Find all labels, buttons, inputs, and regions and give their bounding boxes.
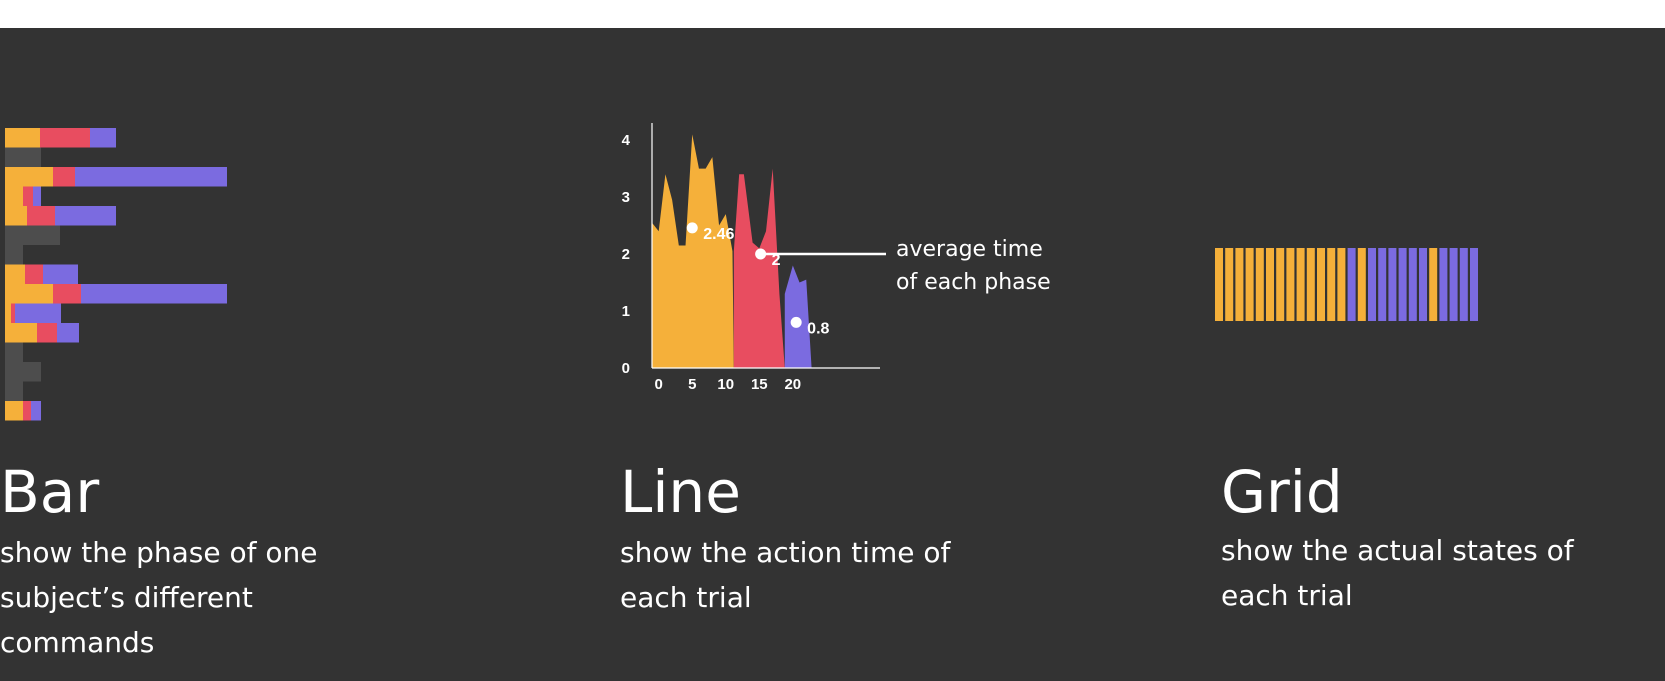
grid-cell-yellow	[1337, 248, 1346, 321]
area-series-purple	[784, 265, 812, 368]
bar-segment-gray	[5, 362, 41, 382]
average-label: 0.8	[807, 320, 829, 337]
bar-segment-gray	[5, 342, 23, 362]
x-tick-label: 5	[688, 376, 696, 393]
bar-segment-yellow	[5, 323, 37, 343]
grid-desc-line: show the actual states of	[1221, 534, 1574, 567]
y-tick-label: 3	[622, 189, 630, 206]
bar-segment-yellow	[5, 284, 53, 304]
bar-segment-red	[23, 401, 31, 421]
bar-segment-red	[11, 303, 15, 323]
x-tick-label: 20	[784, 376, 801, 393]
callout-label: average time	[896, 237, 1043, 262]
line-desc-line: each trial	[620, 581, 752, 614]
line-chart: 0 1 2 3 4 0 5 10 15 20 2.46 2 0.8 average time of each…	[622, 123, 1051, 393]
y-tick-label: 4	[622, 132, 631, 149]
bar-segment-gray	[5, 381, 23, 401]
grid-cell-yellow	[1286, 248, 1295, 321]
bar-segment-purple	[43, 264, 78, 284]
bar-description: show the phase of one subject’s differen…	[0, 530, 318, 665]
bar-segment-gray	[5, 147, 41, 167]
grid-cell-yellow	[1266, 248, 1274, 321]
line-title: Line	[620, 458, 741, 526]
bar-segment-purple	[15, 303, 61, 323]
x-tick-label: 15	[751, 376, 768, 393]
grid-cell-yellow	[1215, 248, 1223, 321]
bar-segment-red	[40, 128, 90, 148]
grid-cell-yellow	[1357, 248, 1366, 321]
average-label: 2.46	[703, 226, 734, 243]
bar-segment-red	[23, 186, 33, 206]
bar-segment-red	[27, 206, 55, 226]
grid-cell-purple	[1470, 248, 1478, 321]
grid-cell-purple	[1449, 248, 1458, 321]
bar-segment-yellow	[5, 206, 27, 226]
y-tick-label: 0	[622, 360, 630, 377]
area-series-red	[733, 168, 785, 368]
bar-segment-gray	[5, 225, 60, 245]
grid-cell-yellow	[1317, 248, 1325, 321]
bar-segment-red	[25, 264, 43, 284]
bar-desc-line: subject’s different	[0, 581, 253, 614]
bar-segment-red	[53, 284, 81, 304]
average-point	[790, 316, 802, 328]
bar-chart	[5, 128, 227, 421]
grid-cell-yellow	[1429, 248, 1438, 321]
grid-cell-yellow	[1225, 248, 1234, 321]
grid-cell-purple	[1419, 248, 1427, 321]
bar-segment-purple	[31, 401, 41, 421]
grid-cell-purple	[1368, 248, 1376, 321]
bar-segment-purple	[33, 186, 41, 206]
bar-segment-purple	[57, 323, 79, 343]
bar-segment-yellow	[5, 401, 23, 421]
callout-label: of each phase	[896, 270, 1051, 295]
y-tick-label: 1	[622, 303, 630, 320]
average-label: 2	[772, 252, 781, 269]
grid-cell-yellow	[1327, 248, 1336, 321]
grid-cell-purple	[1347, 248, 1356, 321]
x-tick-label: 0	[655, 376, 663, 393]
grid-chart	[1215, 248, 1478, 321]
bar-segment-red	[37, 323, 57, 343]
grid-title: Grid	[1221, 458, 1343, 526]
bar-desc-line: commands	[0, 626, 155, 659]
bar-segment-yellow	[5, 167, 53, 187]
grid-cell-purple	[1398, 248, 1407, 321]
grid-cell-purple	[1388, 248, 1397, 321]
bar-segment-purple	[90, 128, 116, 148]
grid-cell-yellow	[1306, 248, 1315, 321]
line-desc-line: show the action time of	[620, 536, 951, 569]
bar-segment-yellow	[5, 264, 25, 284]
grid-cell-yellow	[1276, 248, 1285, 321]
grid-cell-yellow	[1296, 248, 1305, 321]
bar-segment-purple	[75, 167, 227, 187]
grid-cell-purple	[1408, 248, 1417, 321]
grid-cell-yellow	[1255, 248, 1264, 321]
bar-title: Bar	[0, 458, 100, 526]
bar-segment-yellow	[5, 128, 40, 148]
dark-panel	[0, 28, 1665, 681]
x-tick-label: 10	[717, 376, 734, 393]
bar-segment-purple	[81, 284, 227, 304]
bar-segment-purple	[55, 206, 116, 226]
bar-segment-yellow	[5, 186, 23, 206]
grid-cell-purple	[1439, 248, 1448, 321]
area-series-yellow	[652, 134, 734, 368]
y-tick-label: 2	[622, 246, 630, 263]
grid-cell-yellow	[1245, 248, 1254, 321]
line-description: show the action time of each trial	[620, 530, 950, 620]
grid-description: show the actual states of each trial	[1221, 528, 1574, 618]
average-point	[686, 222, 698, 234]
grid-cell-purple	[1459, 248, 1468, 321]
grid-cell-purple	[1378, 248, 1387, 321]
bar-desc-line: show the phase of one	[0, 536, 318, 569]
bar-segment-gray	[5, 245, 23, 265]
grid-cell-yellow	[1235, 248, 1244, 321]
bar-segment-yellow	[5, 303, 11, 323]
grid-desc-line: each trial	[1221, 579, 1353, 612]
bar-segment-red	[53, 167, 75, 187]
